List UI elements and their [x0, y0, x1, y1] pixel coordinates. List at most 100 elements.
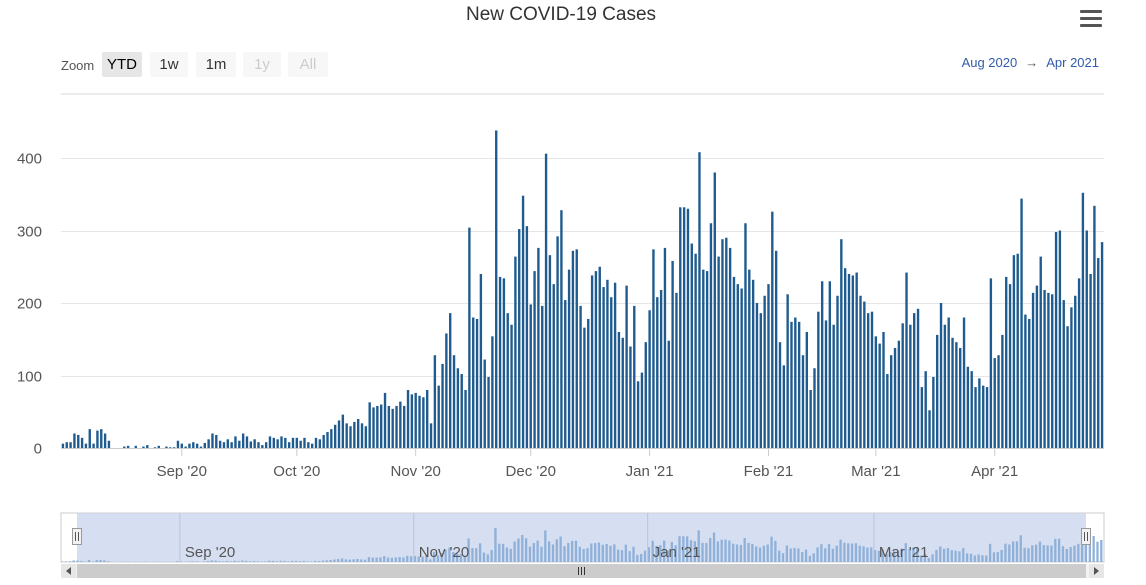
- navigator-bar: [107, 561, 110, 562]
- data-bar: [598, 266, 601, 448]
- data-bar: [376, 405, 379, 448]
- navigator-bar: [206, 561, 210, 562]
- data-bar: [855, 272, 858, 448]
- data-bar: [368, 402, 371, 448]
- navigator[interactable]: Sep '20 Nov '20 Jan '21 Mar '21: [60, 512, 1105, 563]
- data-bar: [502, 278, 506, 448]
- navigator-tick-label: Jan '21: [653, 544, 701, 561]
- data-bar: [533, 271, 536, 448]
- data-bar: [172, 447, 176, 448]
- scrollbar[interactable]: [61, 564, 1104, 578]
- data-bar: [410, 394, 414, 448]
- data-bar: [134, 445, 137, 448]
- data-bar: [897, 340, 901, 448]
- navigator-bar: [486, 554, 489, 562]
- data-bar: [276, 439, 279, 448]
- data-bar: [567, 269, 571, 448]
- navigator-bar: [985, 555, 988, 562]
- navigator-handle-right[interactable]: [1081, 528, 1091, 545]
- data-bar: [65, 442, 68, 448]
- y-tick-label: 0: [34, 441, 42, 458]
- range-to-input[interactable]: Apr 2021: [1046, 55, 1099, 70]
- navigator-bar: [371, 557, 374, 562]
- data-bar: [230, 442, 233, 448]
- zoom-1m-button[interactable]: 1m: [196, 52, 236, 77]
- data-bar: [380, 404, 383, 448]
- navigator-bar: [87, 559, 91, 562]
- navigator-bar: [528, 546, 532, 562]
- data-bar: [249, 441, 252, 448]
- navigator-bar: [248, 561, 252, 562]
- navigator-bar: [942, 548, 946, 562]
- navigator-bar: [620, 550, 624, 562]
- data-bar: [985, 387, 989, 448]
- navigator-bar: [586, 548, 589, 562]
- navigator-handle-left[interactable]: [72, 528, 82, 545]
- navigator-bar: [337, 559, 340, 562]
- data-bar: [1020, 198, 1023, 448]
- range-from-input[interactable]: Aug 2020: [961, 55, 1018, 70]
- navigator-bar: [283, 560, 286, 562]
- navigator-bar: [1088, 543, 1091, 562]
- navigator-bar: [751, 543, 754, 562]
- navigator-bar: [501, 543, 505, 562]
- data-bar: [583, 327, 586, 448]
- navigator-bar: [1008, 544, 1011, 562]
- data-bar: [629, 346, 632, 448]
- data-bar: [671, 260, 674, 448]
- navigator-bar: [931, 554, 934, 562]
- navigator-bar: [808, 555, 812, 562]
- navigator-bar: [712, 532, 716, 562]
- navigator-bar: [858, 545, 861, 562]
- data-bar: [909, 324, 912, 448]
- navigator-bar: [1080, 534, 1084, 562]
- data-bar: [905, 272, 908, 448]
- data-bar: [564, 300, 567, 448]
- data-bar: [767, 284, 770, 448]
- data-bar: [318, 439, 322, 448]
- navigator-bar: [344, 559, 348, 562]
- data-bar: [928, 410, 931, 448]
- data-bar: [640, 372, 644, 448]
- navigator-bar: [64, 561, 68, 562]
- data-bar: [755, 303, 759, 448]
- navigator-tick-label: Mar '21: [879, 544, 929, 561]
- navigator-bar: [597, 542, 601, 562]
- navigator-bar: [264, 561, 267, 562]
- zoom-ytd-button[interactable]: YTD: [102, 52, 142, 77]
- navigator-bar: [632, 546, 635, 562]
- navigator-bar: [222, 561, 225, 562]
- data-bar: [460, 374, 463, 448]
- data-bar: [843, 268, 847, 448]
- data-bar: [713, 172, 716, 448]
- data-bar: [479, 274, 483, 448]
- navigator-bar: [697, 530, 700, 562]
- data-bar: [832, 324, 835, 448]
- data-bar: [153, 447, 157, 448]
- data-bar: [272, 437, 276, 448]
- data-bar: [702, 269, 705, 448]
- navigator-bar: [202, 561, 206, 562]
- navigator-bar: [628, 551, 631, 562]
- data-bar: [916, 308, 920, 448]
- navigator-bar: [467, 538, 470, 562]
- navigator-bar: [478, 543, 482, 562]
- navigator-bar: [1004, 543, 1007, 562]
- data-bar: [322, 434, 325, 448]
- data-bar: [1005, 276, 1008, 448]
- navigator-bar: [1038, 541, 1042, 562]
- hamburger-menu-icon[interactable]: [1080, 10, 1102, 28]
- data-bar: [195, 443, 199, 448]
- data-bar: [705, 271, 709, 448]
- zoom-1w-button[interactable]: 1w: [150, 52, 188, 77]
- arrow-right-icon: [1094, 567, 1099, 575]
- navigator-bar: [755, 546, 758, 562]
- data-bar: [675, 292, 678, 448]
- navigator-bar: [555, 539, 558, 562]
- navigator-bar: [352, 559, 355, 562]
- data-bar: [932, 376, 935, 448]
- navigator-bar: [536, 540, 539, 562]
- data-bar: [180, 443, 183, 448]
- data-bar: [287, 442, 291, 448]
- navigator-bar: [896, 550, 900, 562]
